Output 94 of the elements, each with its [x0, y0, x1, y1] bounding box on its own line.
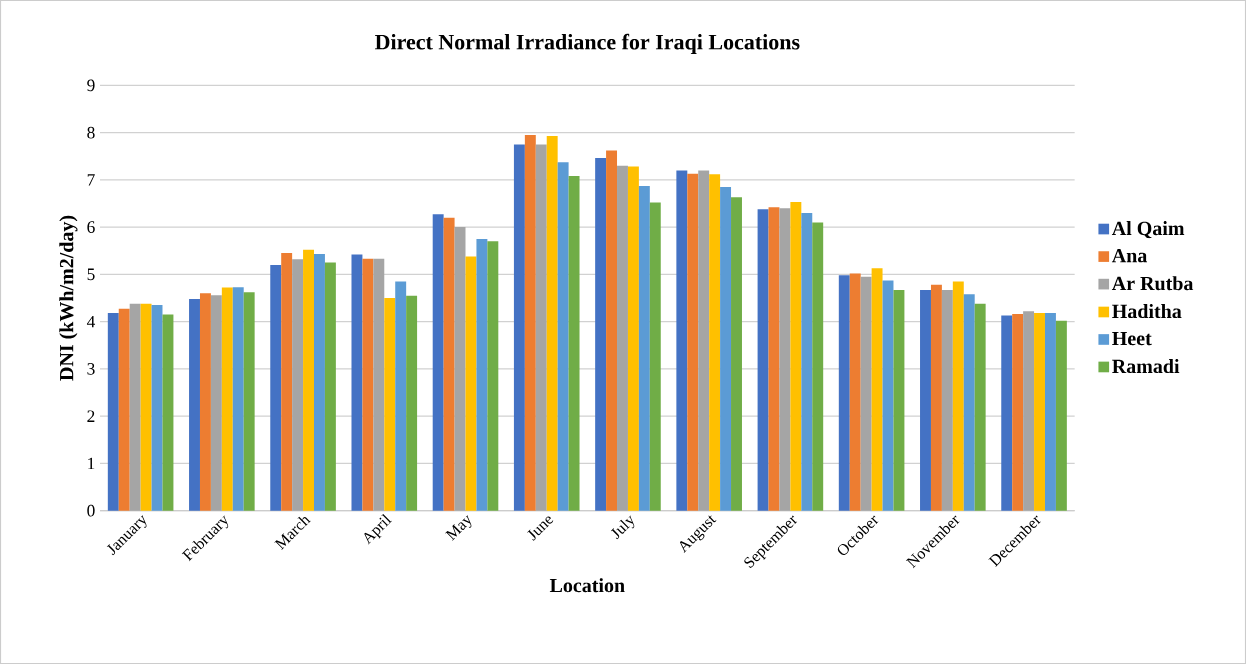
bar [812, 222, 824, 511]
bar [406, 295, 418, 511]
bar [314, 254, 325, 511]
y-tick-label: 4 [86, 315, 96, 328]
y-axis-title: DNI (kWh/m2/day) [59, 215, 78, 381]
bar [871, 268, 883, 511]
bar [920, 289, 931, 511]
bar [838, 275, 850, 511]
legend-label: Al Qaim [1111, 221, 1185, 239]
bar [1001, 315, 1013, 511]
bar [221, 287, 233, 511]
bar [151, 305, 163, 511]
bar [546, 135, 558, 511]
bar [432, 214, 444, 511]
bar [303, 249, 314, 511]
bar [243, 292, 255, 511]
y-tick-label: 6 [87, 221, 95, 233]
bar [373, 258, 385, 511]
bar [849, 273, 861, 511]
bar [535, 144, 547, 511]
y-tick-label: 0 [87, 504, 95, 517]
bar [118, 308, 130, 511]
bar [779, 208, 791, 511]
bar [1012, 314, 1024, 511]
bar [606, 150, 618, 511]
bar [930, 284, 942, 511]
legend-label: Ar Rutba [1111, 276, 1194, 291]
bar [384, 298, 396, 511]
bar [270, 264, 282, 511]
bar [487, 241, 499, 511]
x-tick-label: July [610, 515, 635, 540]
bar [162, 314, 174, 511]
bar [676, 170, 688, 511]
legend-label: Haditha [1112, 304, 1182, 319]
bar [568, 176, 580, 511]
bar [709, 174, 721, 511]
chart-title: Direct Normal Irradiance for Iraqi Locations [374, 33, 800, 54]
bar [595, 158, 607, 511]
bar [292, 259, 304, 511]
bar [882, 280, 894, 511]
bar [557, 162, 569, 511]
bar [638, 186, 650, 511]
bar [465, 256, 477, 511]
bar [454, 227, 466, 511]
y-tick-label: 7 [87, 174, 95, 186]
y-tick-label: 2 [87, 410, 95, 422]
bar [324, 262, 336, 511]
bar [1044, 313, 1056, 511]
bar [107, 313, 119, 511]
bar [801, 212, 813, 511]
y-tick-label: 3 [87, 363, 95, 375]
bar [617, 165, 628, 511]
y-tick-label: 9 [87, 79, 95, 92]
bar [860, 276, 872, 511]
bar [199, 293, 211, 511]
bar [140, 303, 152, 511]
bar [1055, 320, 1067, 511]
bar [698, 170, 710, 511]
bar [476, 238, 488, 511]
bar [731, 197, 742, 511]
x-tick-label: June [527, 516, 554, 541]
bar [351, 254, 363, 511]
bar [768, 207, 780, 511]
bar [720, 186, 732, 511]
bar [687, 173, 699, 511]
y-tick-label: 8 [87, 126, 95, 139]
bar [362, 258, 374, 511]
bar [210, 295, 222, 511]
bar [627, 166, 639, 511]
legend-label: Ramadi [1112, 359, 1180, 374]
y-tick-label: 1 [88, 457, 95, 470]
bar [757, 209, 769, 511]
bar [893, 289, 905, 511]
bar [1034, 313, 1045, 511]
bar [1023, 311, 1035, 511]
x-axis-title: Location [549, 578, 625, 593]
bar [790, 202, 802, 511]
bar [952, 281, 964, 511]
legend-label: Heet [1112, 331, 1152, 346]
bar [281, 253, 293, 511]
x-tick-label: May [445, 515, 472, 541]
bar [443, 217, 455, 511]
bar [395, 281, 407, 511]
bar [963, 294, 975, 511]
bar [232, 287, 244, 511]
bar [524, 134, 536, 511]
bar [129, 303, 141, 511]
y-tick-label: 5 [87, 268, 95, 281]
bar [974, 303, 986, 511]
legend-label: Ana [1111, 248, 1148, 263]
bar [941, 289, 953, 511]
bar [513, 144, 525, 511]
bar [649, 202, 661, 511]
bar [189, 298, 200, 511]
